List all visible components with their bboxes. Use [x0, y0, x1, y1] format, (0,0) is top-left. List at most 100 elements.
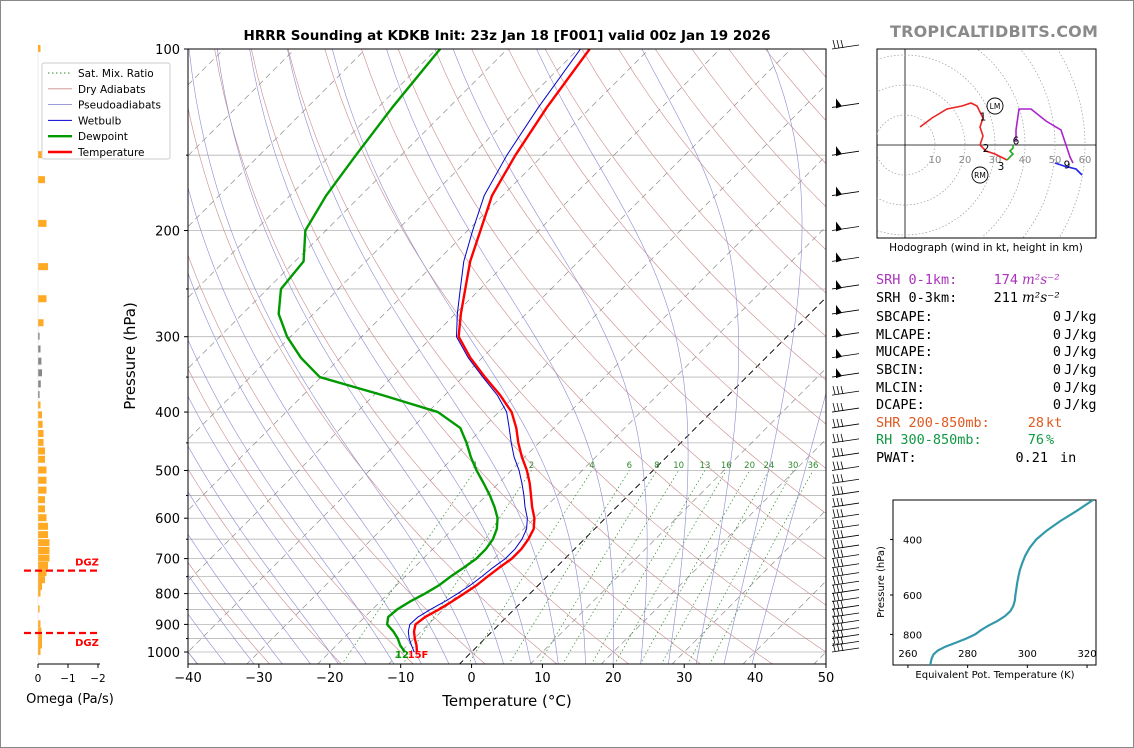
isotherm	[388, 226, 826, 664]
barb-feather	[836, 622, 840, 631]
wind-barb	[831, 461, 860, 471]
index-label: PWAT:	[876, 450, 917, 466]
legend-label: Sat. Mix. Ratio	[78, 68, 154, 80]
mixing-ratio-label: 13	[700, 461, 711, 471]
omega-axis-label: Omega (Pa/s)	[26, 692, 114, 707]
dry-adiabat	[471, 49, 826, 469]
hodograph-clip-group: 10 20 30 40 50 60 1 23 6 9 LM RM	[877, 49, 1096, 238]
hodograph-ring-label: 30	[989, 155, 1002, 166]
barb-feather	[836, 615, 840, 624]
pseudoadiabat	[188, 49, 477, 664]
x-tick-label: 0	[467, 671, 475, 686]
barb-pennant	[836, 252, 842, 263]
index-row: DCAPE: 0 J/kg	[876, 397, 1116, 415]
legend-label: Dry Adiabats	[78, 84, 146, 96]
barb-feather	[836, 418, 840, 428]
index-row: PWAT: 0.21 in	[876, 450, 1116, 468]
skewt-frame	[187, 48, 827, 665]
hodograph-ring-label: 10	[929, 155, 942, 166]
index-unit: %	[1046, 432, 1055, 449]
dry-adiabat	[188, 368, 414, 664]
wind-barb	[831, 447, 860, 458]
isotherm	[188, 49, 650, 511]
barb-shaft	[831, 524, 860, 530]
isotherm	[188, 49, 721, 582]
index-unit: J/kg	[1064, 326, 1097, 343]
hodograph-ring-label: 60	[1079, 155, 1092, 166]
wind-barb	[831, 629, 860, 639]
omega-bar	[38, 576, 45, 584]
barb-feather	[836, 584, 840, 593]
dry-adiabat	[361, 49, 826, 606]
barb-feather	[836, 567, 840, 576]
wind-barb	[831, 622, 860, 632]
index-label: SRH 0-1km:	[876, 272, 958, 288]
dry-adiabat	[287, 49, 773, 664]
barb-feather	[836, 558, 840, 567]
pseudoadiabat	[287, 49, 559, 664]
pseudoadiabat	[723, 49, 803, 664]
pseudoadiabat	[216, 49, 504, 664]
barb-feather	[832, 519, 836, 529]
mixing-ratio-label: 8	[654, 461, 659, 471]
wind-barb	[831, 368, 860, 379]
index-row: SBCAPE: 0 J/kg	[876, 309, 1116, 327]
theta-e-frame	[892, 499, 1097, 666]
wetbulb-line	[407, 49, 581, 653]
mixing-ratio-line	[468, 470, 593, 664]
index-label: DCAPE:	[876, 397, 925, 414]
barb-shaft	[831, 563, 860, 569]
dewpoint-line	[277, 49, 499, 653]
barb-feather	[832, 386, 836, 395]
storm-motion-marker	[986, 97, 1004, 115]
y-tick-label: 400	[155, 406, 180, 421]
omega-tick-label: −1	[60, 673, 75, 685]
barb-feather	[840, 519, 844, 529]
omega-bar	[38, 345, 41, 353]
hodograph-segment	[1015, 108, 1074, 164]
barb-feather	[840, 509, 844, 518]
theta-e-x-tick-label: 300	[1018, 649, 1037, 660]
legend-label: Temperature	[77, 147, 145, 159]
barb-shaft	[831, 554, 860, 559]
omega-bar	[38, 263, 48, 271]
hodograph-frame	[876, 48, 1097, 239]
theta-e-y-tick-label: 800	[903, 630, 922, 641]
omega-bar	[38, 391, 40, 399]
barb-feather	[836, 600, 840, 609]
x-tick-label: −10	[387, 671, 414, 686]
mixing-ratio-line	[538, 470, 658, 664]
omega-bar	[38, 554, 50, 562]
omega-bar	[38, 430, 44, 438]
omega-bar	[38, 486, 47, 494]
barb-feather	[832, 576, 836, 585]
wind-barb	[831, 486, 860, 496]
wind-barb	[831, 615, 860, 625]
theta-e-x-tick-label: 280	[958, 649, 977, 660]
wind-barb	[831, 584, 860, 594]
barb-feather	[836, 576, 840, 585]
wind-barb	[831, 539, 860, 550]
barb-feather	[836, 592, 840, 601]
mixing-ratio-line	[562, 470, 679, 664]
barb-shaft	[831, 544, 860, 550]
index-unit: J/kg	[1064, 362, 1097, 378]
barb-feather	[836, 433, 840, 442]
isotherm	[671, 509, 826, 664]
surface-temp-label: 15F	[408, 650, 429, 661]
hodograph-title: Hodograph (wind in kt, height in km)	[889, 242, 1083, 254]
pseudoadiabat	[249, 49, 532, 664]
index-label: MLCIN:	[876, 379, 925, 396]
omega-bar	[38, 496, 45, 504]
dry-adiabat	[324, 49, 826, 653]
index-row: MLCIN: 0 J/kg	[876, 380, 1116, 398]
omega-bar	[38, 505, 45, 513]
hodograph-height-label: 3	[998, 161, 1005, 173]
wind-barb	[831, 304, 860, 315]
pseudoadiabat	[188, 533, 283, 664]
storm-motion-label: LM	[990, 102, 1001, 111]
mixing-ratio-line	[402, 470, 532, 664]
omega-bar	[38, 455, 45, 463]
barb-feather	[840, 584, 844, 593]
wind-barb	[831, 39, 860, 50]
